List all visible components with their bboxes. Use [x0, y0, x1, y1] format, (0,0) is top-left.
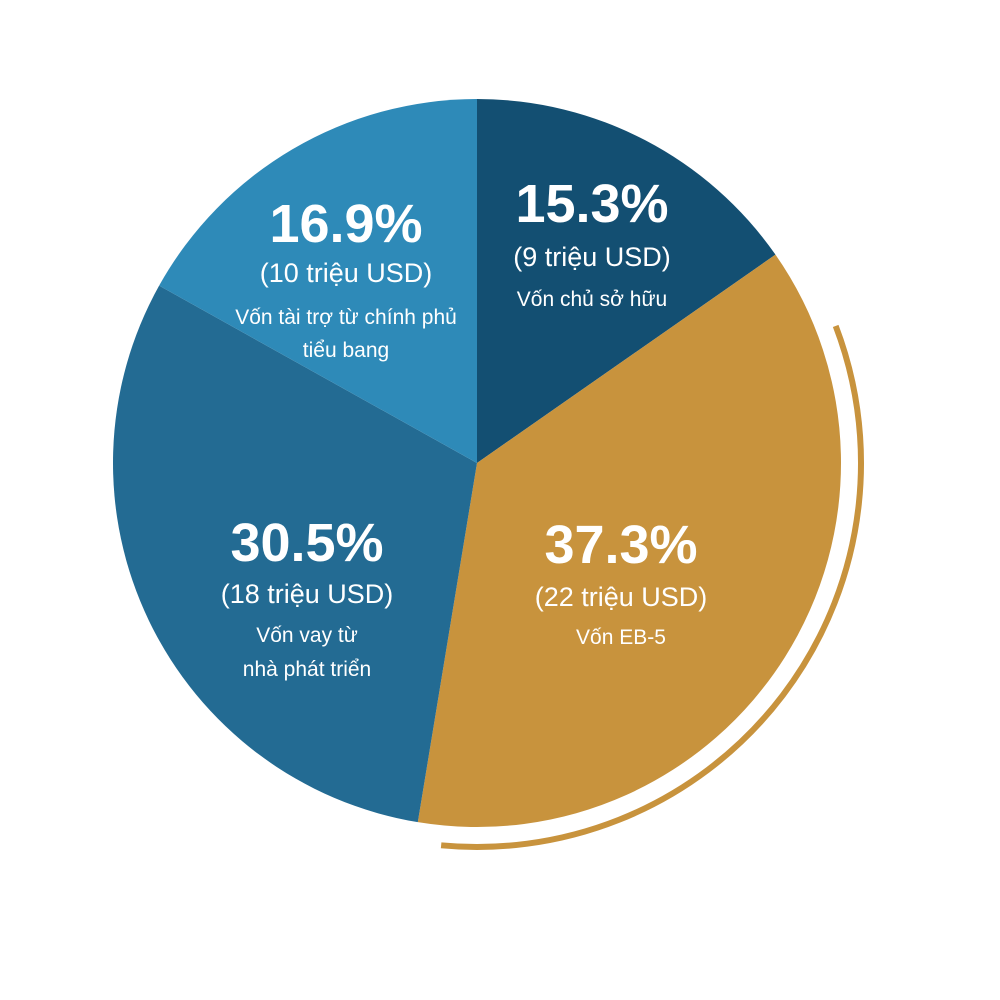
slice-percent-label: 16.9%: [269, 194, 422, 254]
slice-amount-label: (18 triệu USD): [221, 579, 394, 609]
slice-amount-label: (9 triệu USD): [513, 242, 671, 272]
pie-slice-state-funding: [159, 99, 478, 463]
pie-slices: [112, 99, 842, 827]
slice-category-label: tiểu bang: [303, 339, 389, 362]
slice-label-developer-loan: 30.5% (18 triệu USD) Vốn vay từ nhà phát…: [221, 513, 394, 681]
pie-slice-developer-loan: [112, 285, 477, 823]
slice-category-label: Vốn vay từ: [256, 624, 358, 647]
slice-amount-label: (10 triệu USD): [260, 258, 433, 288]
slice-category-label: Vốn chủ sở hữu: [517, 288, 667, 311]
pie-slice-equity: [477, 99, 776, 463]
slice-category-label: Vốn EB-5: [576, 626, 666, 649]
slice-label-equity: 15.3% (9 triệu USD) Vốn chủ sở hữu: [513, 174, 671, 311]
slice-percent-label: 30.5%: [230, 513, 383, 573]
slice-percent-label: 37.3%: [544, 515, 697, 575]
slice-category-label: nhà phát triển: [243, 658, 371, 681]
slice-label-eb5: 37.3% (22 triệu USD) Vốn EB-5: [535, 515, 708, 649]
slice-category-label: Vốn tài trợ từ chính phủ: [235, 306, 457, 329]
slice-amount-label: (22 triệu USD): [535, 582, 708, 612]
slice-percent-label: 15.3%: [515, 174, 668, 234]
slice-label-state-funding: 16.9% (10 triệu USD) Vốn tài trợ từ chín…: [235, 194, 457, 362]
pie-slice-eb5: [417, 254, 842, 827]
highlight-arc: [440, 324, 864, 850]
